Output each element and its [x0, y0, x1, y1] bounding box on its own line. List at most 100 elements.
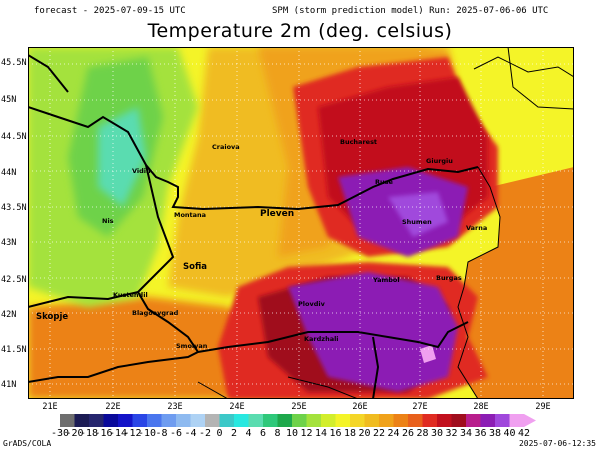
- colorbar-swatch: [89, 414, 104, 427]
- colorbar-tick-label: 28: [416, 428, 429, 439]
- colorbar-tick-label: -18: [79, 428, 99, 439]
- colorbar-tick-label: -8: [155, 428, 168, 439]
- colorbar-swatch: [466, 414, 481, 427]
- lat-label: 41.5N: [1, 345, 27, 355]
- colorbar-tick-label: 20: [358, 428, 371, 439]
- colorbar-swatch: [364, 414, 380, 427]
- danube-border: [145, 164, 479, 211]
- colorbar-tick-label: 0: [216, 428, 223, 439]
- north-border: [28, 54, 69, 93]
- colorbar-swatch: [248, 414, 264, 427]
- colorbar-swatch: [335, 414, 351, 427]
- colorbar-swatch: [161, 414, 177, 427]
- city-label: Montana: [174, 211, 206, 219]
- city-label: Ruse: [375, 178, 394, 186]
- city-label: Burgas: [436, 274, 462, 282]
- colorbar-tick-label: -4: [184, 428, 197, 439]
- temperature-map: Craiova Vidin Bucharest Giurgiu Ruse Nis…: [28, 47, 574, 399]
- colorbar-tick-label: 22: [372, 428, 386, 439]
- colorbar-tick-label: -16: [94, 428, 113, 439]
- city-label: Yambol: [372, 276, 400, 284]
- city-label: Varna: [466, 224, 487, 232]
- generated-timestamp: 2025-07-06-12:35: [518, 439, 596, 448]
- forecast-time-label: forecast - 2025-07-09-15 UTC: [34, 6, 186, 16]
- lat-label: 45.5N: [1, 58, 27, 68]
- colorbar-tick-label: -20: [65, 428, 84, 439]
- lat-label: 41N: [1, 380, 17, 390]
- serbia-border: [28, 106, 175, 293]
- city-label: Plovdiv: [298, 300, 326, 308]
- map-title: Temperature 2m (deg. celsius): [147, 20, 453, 42]
- colorbar-tick-label: -6: [169, 428, 183, 439]
- lat-label: 44N: [1, 168, 17, 178]
- lon-label: 21E: [42, 402, 58, 412]
- city-label: Giurgiu: [426, 157, 453, 165]
- temp-zone-lightpurple: [388, 192, 448, 237]
- lat-label: 45N: [1, 95, 17, 105]
- colorbar-swatch: [393, 414, 409, 427]
- colorbar-tick-label: 2: [230, 428, 238, 439]
- city-label: Kustendil: [113, 291, 148, 299]
- colorbar-swatch: [234, 414, 249, 427]
- lon-label: 24E: [229, 402, 245, 412]
- colorbar-swatch: [422, 414, 438, 427]
- colorbar-swatch: [176, 414, 191, 427]
- coastlines: [197, 47, 574, 399]
- colorbar-tick-label: 12: [300, 428, 313, 439]
- temp-zone-purple-south: [288, 272, 458, 392]
- software-credit: GrADS/COLA: [3, 439, 52, 448]
- colorbar-tick-label: 26: [401, 428, 415, 439]
- city-label: Vidin: [132, 167, 151, 175]
- colorbar-swatch: [306, 414, 322, 427]
- temp-zone-teal: [98, 107, 146, 207]
- colorbar-swatch: [118, 414, 133, 427]
- city-label: Craiova: [212, 143, 240, 151]
- colorbar-swatch: [190, 414, 206, 427]
- colorbar-swatch: [277, 414, 293, 427]
- colorbar-swatch: [219, 414, 235, 427]
- temp-zone-pink: [420, 345, 436, 363]
- south-border: [28, 321, 469, 383]
- lon-label: 23E: [167, 402, 183, 412]
- city-label: Kardzhali: [304, 335, 339, 343]
- colorbar-labels: -30 -20 -18 -16 -14 -12 -10 -8 -6 -4 -2 0 2 4 6 8 10 12 14…: [0, 428, 600, 440]
- colorbar-swatch: [147, 414, 162, 427]
- colorbar-swatch: [451, 414, 467, 427]
- colorbar-tick-label: 10: [285, 428, 299, 439]
- lon-label: 25E: [291, 402, 307, 412]
- colorbar-tick-label: 4: [245, 428, 252, 439]
- colorbar-swatch: [74, 414, 90, 427]
- city-label: Pleven: [260, 209, 294, 219]
- city-label: Nis: [102, 217, 114, 225]
- colorbar-swatch: [408, 414, 423, 427]
- turkey-greece-border: [372, 336, 380, 399]
- colorbar-tick-label: -2: [198, 428, 212, 439]
- lat-label: 43N: [1, 238, 17, 248]
- colorbar-swatch: [103, 414, 119, 427]
- colorbar-swatch: [263, 414, 278, 427]
- lon-label: 29E: [535, 402, 551, 412]
- colorbar-tick-label: -14: [108, 428, 128, 439]
- colorbar-swatch: [321, 414, 336, 427]
- lon-label: 26E: [352, 402, 368, 412]
- lon-label: 28E: [473, 402, 489, 412]
- colorbar-tick-label: 18: [343, 428, 357, 439]
- colorbar-tick-label: 14: [314, 428, 328, 439]
- colorbar-swatch: [509, 414, 525, 427]
- macedonia-border: [28, 290, 199, 353]
- colorbar-swatch: [495, 414, 510, 427]
- lat-label: 43.5N: [1, 203, 27, 213]
- city-label: Blagoevgrad: [132, 309, 179, 317]
- colorbar-tick-label: 24: [387, 428, 400, 439]
- model-run-label: SPM (storm prediction model) Run: 2025-0…: [272, 6, 549, 16]
- colorbar-tick-label: -12: [123, 428, 142, 439]
- colorbar-swatch: [292, 414, 307, 427]
- colorbar-tick-label: 8: [274, 428, 281, 439]
- colorbar-tick-label: -30: [50, 428, 70, 439]
- black-sea: [458, 167, 574, 399]
- colorbar-tick-label: 16: [329, 428, 342, 439]
- city-label: Sofia: [183, 262, 207, 272]
- colorbar-tick-label: 34: [459, 428, 473, 439]
- colorbar-overflow-arrow: [524, 414, 536, 427]
- colorbar-tick-label: 32: [445, 428, 458, 439]
